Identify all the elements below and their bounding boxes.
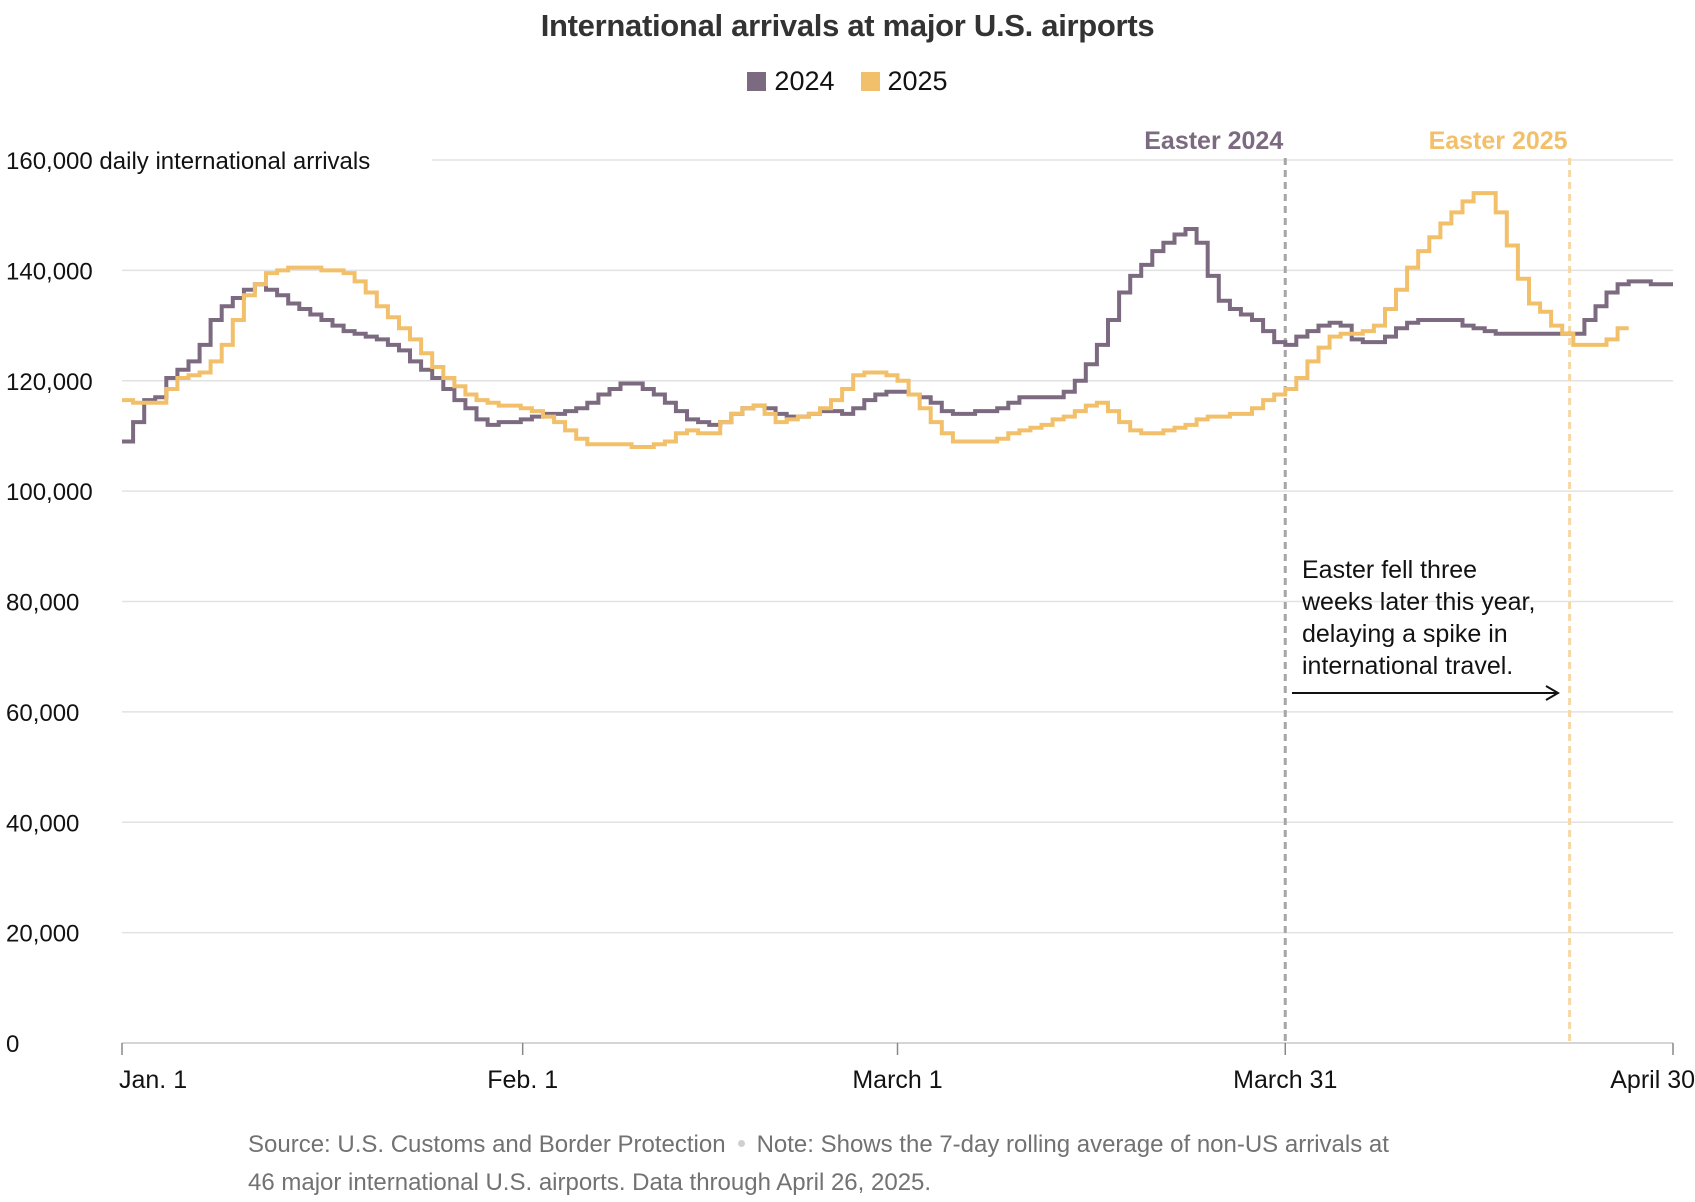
footer-note-line1: Note: Shows the 7-day rolling average of… bbox=[756, 1131, 1389, 1158]
y-tick-label-100000: 100,000 bbox=[6, 479, 93, 506]
legend-swatch-2025 bbox=[860, 72, 880, 91]
series-line-2024 bbox=[122, 227, 1673, 444]
chart-footer: Source: U.S. Customs and Border Protecti… bbox=[248, 1126, 1448, 1202]
annotation-line-1: weeks later this year, bbox=[1301, 588, 1535, 616]
annotation-easter-note: Easter fell three weeks later this year, d… bbox=[1292, 556, 1560, 701]
footer-note-line2: 46 major international U.S. airports. Da… bbox=[248, 1169, 932, 1196]
y-tick-label-40000: 40,000 bbox=[6, 810, 79, 837]
y-tick-label-60000: 60,000 bbox=[6, 700, 79, 727]
legend-item-2024: 2024 bbox=[747, 66, 835, 97]
x-tick-label-0: Jan. 1 bbox=[119, 1066, 187, 1094]
y-tick-label-0: 0 bbox=[6, 1031, 19, 1058]
footer-source: Source: U.S. Customs and Border Protecti… bbox=[248, 1131, 726, 1158]
series-line-2025 bbox=[122, 191, 1629, 449]
legend: 2024 2025 bbox=[0, 66, 1695, 97]
annotation-line-3: international travel. bbox=[1302, 652, 1513, 680]
chart-title: International arrivals at major U.S. air… bbox=[540, 8, 1155, 43]
y-tick-label-140000: 140,000 bbox=[6, 258, 93, 285]
easter-label-0: Easter 2024 bbox=[1144, 127, 1283, 155]
x-tick-label-4: April 30 bbox=[1610, 1066, 1695, 1094]
legend-swatch-2024 bbox=[747, 72, 767, 91]
legend-label-2025: 2025 bbox=[887, 66, 948, 96]
y-tick-label-80000: 80,000 bbox=[6, 590, 79, 617]
legend-label-2024: 2024 bbox=[774, 66, 835, 96]
footer-separator bbox=[737, 1140, 745, 1148]
x-tick-label-2: March 1 bbox=[852, 1066, 942, 1094]
x-tick-label-3: March 31 bbox=[1233, 1066, 1337, 1094]
y-tick-label-160000: 160,000 daily international arrivals bbox=[6, 148, 370, 175]
annotation-line-2: delaying a spike in bbox=[1302, 620, 1508, 648]
y-tick-label-20000: 20,000 bbox=[6, 921, 79, 948]
chart-plot: 0 20,000 40,000 60,000 80,000 100,000 120,000 1… bbox=[6, 127, 1695, 1094]
annotation-arrow-head bbox=[1545, 685, 1560, 701]
y-tick-label-120000: 120,000 bbox=[6, 369, 93, 396]
easter-label-1: Easter 2025 bbox=[1429, 127, 1568, 155]
x-tick-label-1: Feb. 1 bbox=[487, 1066, 558, 1094]
annotation-line-0: Easter fell three bbox=[1302, 556, 1477, 584]
legend-item-2025: 2025 bbox=[860, 66, 948, 97]
